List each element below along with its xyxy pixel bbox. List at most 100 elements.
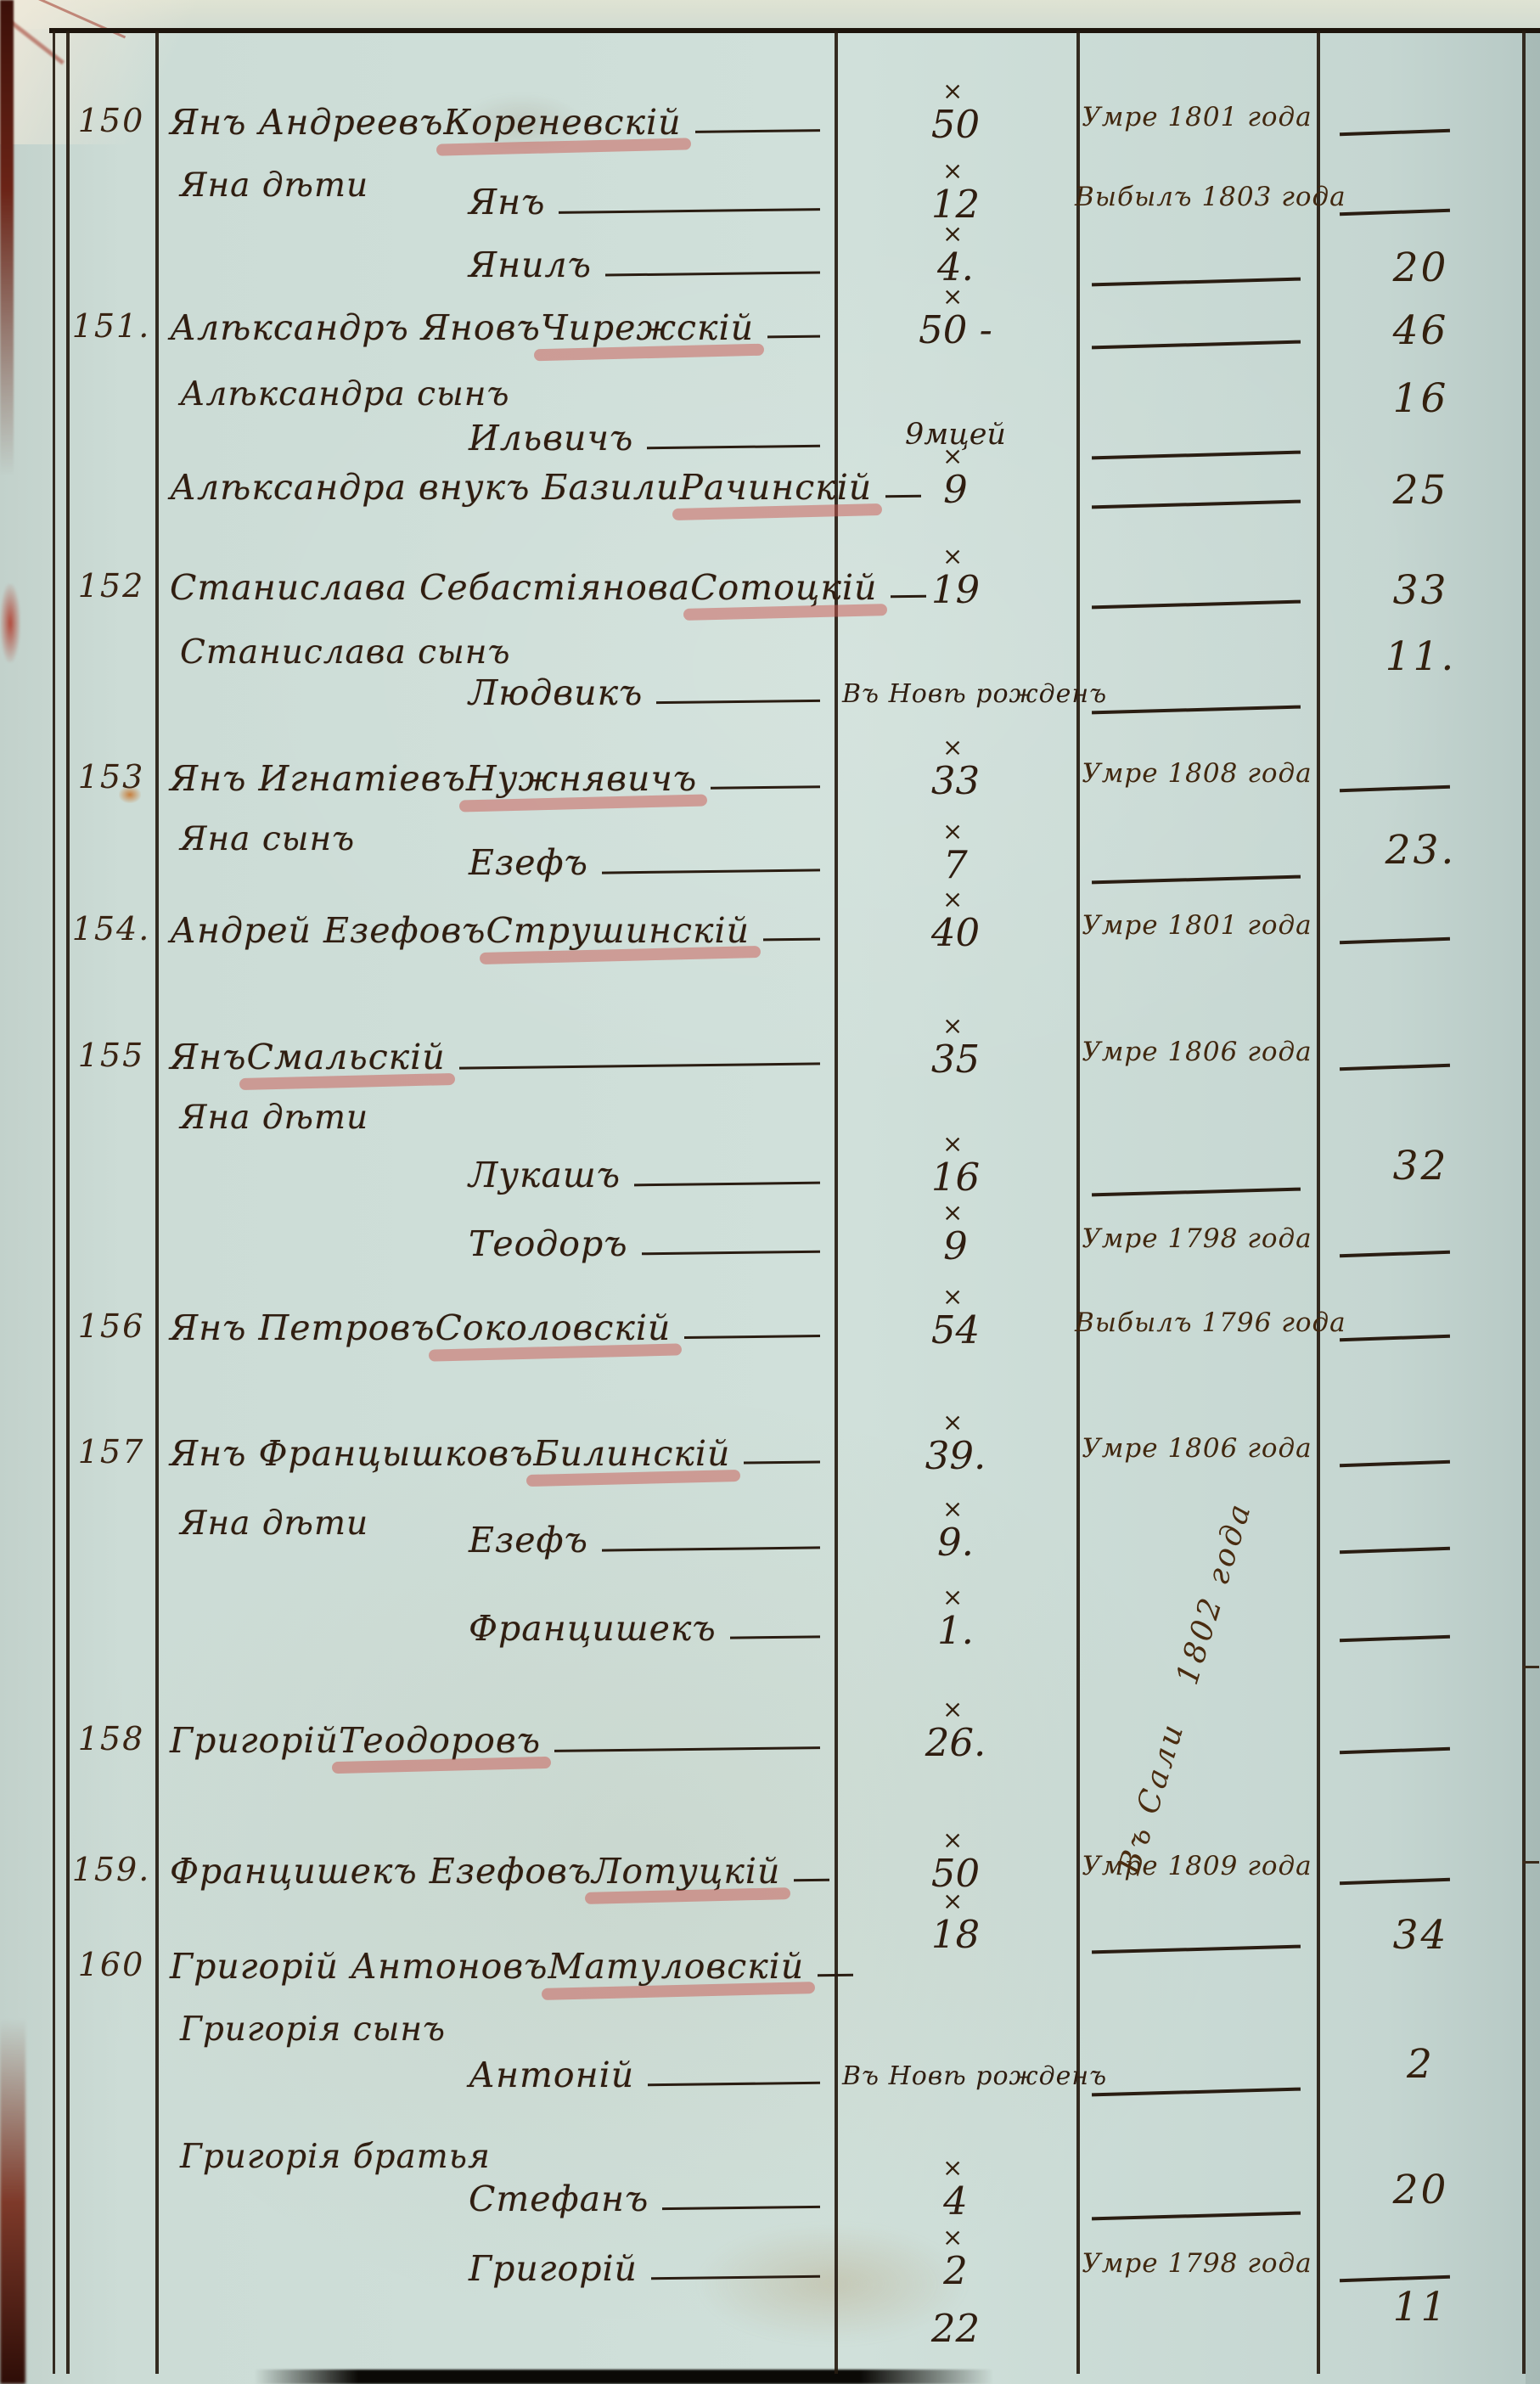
person-name: Григорій [469, 2248, 638, 2289]
age-cell: × 18 [835, 1886, 1076, 1957]
fate-note: Выбылъ 1796 года [1075, 1307, 1346, 1338]
ruling-dash [601, 1546, 821, 1552]
surname: Теодоровъ [338, 1720, 542, 1761]
surname: Лотуцкій [592, 1851, 781, 1892]
ruling-dash [634, 1181, 821, 1187]
table-rule-vertical [1076, 31, 1080, 2374]
ruling-dash [794, 1878, 830, 1882]
age-value: 4 [943, 2179, 968, 2224]
table-rule-vertical [835, 31, 838, 2374]
age-cell: × 7 [835, 817, 1076, 887]
person-name: Янъ Францышковъ [170, 1433, 534, 1474]
note-ruling-line [1091, 1187, 1301, 1197]
right-column-dash [1339, 1459, 1451, 1468]
person-name: Янъ Игнатіевъ [170, 758, 466, 799]
age-cell: × 9 [835, 441, 1076, 512]
census-entry-row: 155 Янъ Смальскій × 35 Умре 1806 года [0, 1011, 1540, 1091]
age-cell: × 39. [835, 1408, 1076, 1478]
surname: Билинскій [533, 1433, 731, 1474]
census-entry-row: 154. Андрей Езефовъ Струшинскій × 40 Умре… [0, 885, 1540, 964]
entry-number: 156 [77, 1307, 145, 1345]
cross-mark: × [941, 441, 964, 470]
note-ruling-line [1091, 277, 1301, 287]
age-value: 50 [930, 102, 981, 147]
person-name: Станислава Себастіянова [170, 567, 691, 608]
table-rule-vertical [53, 31, 55, 2374]
age-cell: × 16 [835, 1129, 1076, 1200]
census-entry-row: 156 Янъ Петровъ Соколовскій × 54 Выбылъ 1… [0, 1282, 1540, 1362]
surname: Кореневскій [443, 102, 682, 143]
entry-number: 153 [77, 758, 145, 796]
cross-mark: × [941, 2223, 964, 2252]
right-column-dash [1339, 1250, 1451, 1258]
age-value: 39. [925, 1433, 986, 1478]
ruling-dash [744, 1460, 821, 1465]
age-cell: × 50 - [835, 282, 1076, 352]
cross-mark: × [941, 1825, 964, 1854]
tally-value: 11. [1385, 633, 1457, 680]
table-rule-vertical [66, 31, 70, 2374]
age-value: 26. [925, 1720, 986, 1765]
ruling-dash [650, 2274, 821, 2280]
census-entry-row: 151. Алѣксандръ Яновъ Чирежскій × 50 - 46 [0, 282, 1540, 362]
child-row: Лукашъ × 16 32 [0, 1129, 1540, 1209]
child-row: Антоній Въ Новѣ рожденъ 2 [0, 2041, 1540, 2109]
right-column-dash [1339, 2274, 1451, 2283]
note-ruling-line [1091, 599, 1301, 610]
right-column-dash [1339, 208, 1451, 216]
child-row: Янилъ × 4. 20 [0, 219, 1540, 299]
right-column-dash [1339, 784, 1451, 793]
right-margin-shade [1526, 31, 1540, 2384]
red-edge-blotch [0, 584, 20, 662]
paper-stain [696, 2224, 968, 2343]
age-cell: × 2 [835, 2223, 1076, 2293]
age-cell: × 26. [835, 1695, 1076, 1765]
census-entry-row: 157 Янъ Францышковъ Билинскій × 39. Умре … [0, 1408, 1540, 1487]
relation-label-row: Яна дѣти [0, 166, 1540, 221]
relation-label-row: Яна сынъ [0, 820, 1540, 874]
person-name: Стефанъ [469, 2179, 649, 2219]
entry-number: 157 [77, 1433, 145, 1470]
child-row: Ильвичъ 9мцей [0, 418, 1540, 472]
age-value: 9 [943, 467, 968, 512]
relation-label: Яна дѣти [180, 1504, 369, 1543]
cross-mark: × [941, 282, 964, 311]
age-cell: × 40 [835, 885, 1076, 955]
table-rule-vertical [1317, 31, 1320, 2374]
table-rule-vertical [1522, 31, 1526, 2374]
fate-note: Умре 1808 года [1082, 758, 1312, 789]
ruling-dash [559, 208, 821, 214]
note-ruling-line [1091, 499, 1301, 509]
right-column-dash [1339, 1634, 1451, 1643]
fate-note: Умре 1806 года [1082, 1433, 1312, 1464]
relation-label-row: Станислава сынъ 11. [0, 633, 1540, 688]
age-value: 18 [930, 1912, 981, 1957]
child-row: Людвикъ Въ Новѣ рожденъ [0, 672, 1540, 727]
right-column-dash [1339, 1063, 1451, 1071]
tally-value: 32 [1392, 1143, 1449, 1189]
age-cell: × 9 [835, 1198, 1076, 1268]
person-name: Антоній [469, 2055, 635, 2095]
cross-mark: × [941, 885, 964, 914]
age-value: 50 - [919, 307, 992, 352]
relation-label-row: Яна дѣти [0, 1099, 1540, 1153]
relation-label: Яна сынъ [180, 820, 356, 858]
entry-number: 160 [77, 1946, 145, 1983]
age-cell: × 9. [835, 1494, 1076, 1565]
cross-mark: × [941, 76, 964, 105]
tally-value: 25 [1392, 467, 1449, 514]
tally-value: 23. [1385, 827, 1457, 874]
right-column-dash [1339, 1877, 1451, 1886]
person-name: Алѣксандра внукъ Базили [170, 467, 680, 508]
tally-value: 46 [1392, 307, 1449, 354]
ruling-dash [818, 1973, 854, 1977]
surname: Чирежскій [540, 307, 754, 348]
relation-label-row: Яна дѣти [0, 1504, 1540, 1559]
relation-label-row: Алѣксандра сынъ 16 [0, 375, 1540, 430]
person-name: Андрей Езефовъ [170, 910, 486, 951]
table-top-rule [49, 28, 1540, 33]
age-value: 35 [930, 1037, 981, 1082]
ruling-dash [684, 1335, 821, 1339]
fate-note: Умре 1801 года [1082, 102, 1312, 132]
